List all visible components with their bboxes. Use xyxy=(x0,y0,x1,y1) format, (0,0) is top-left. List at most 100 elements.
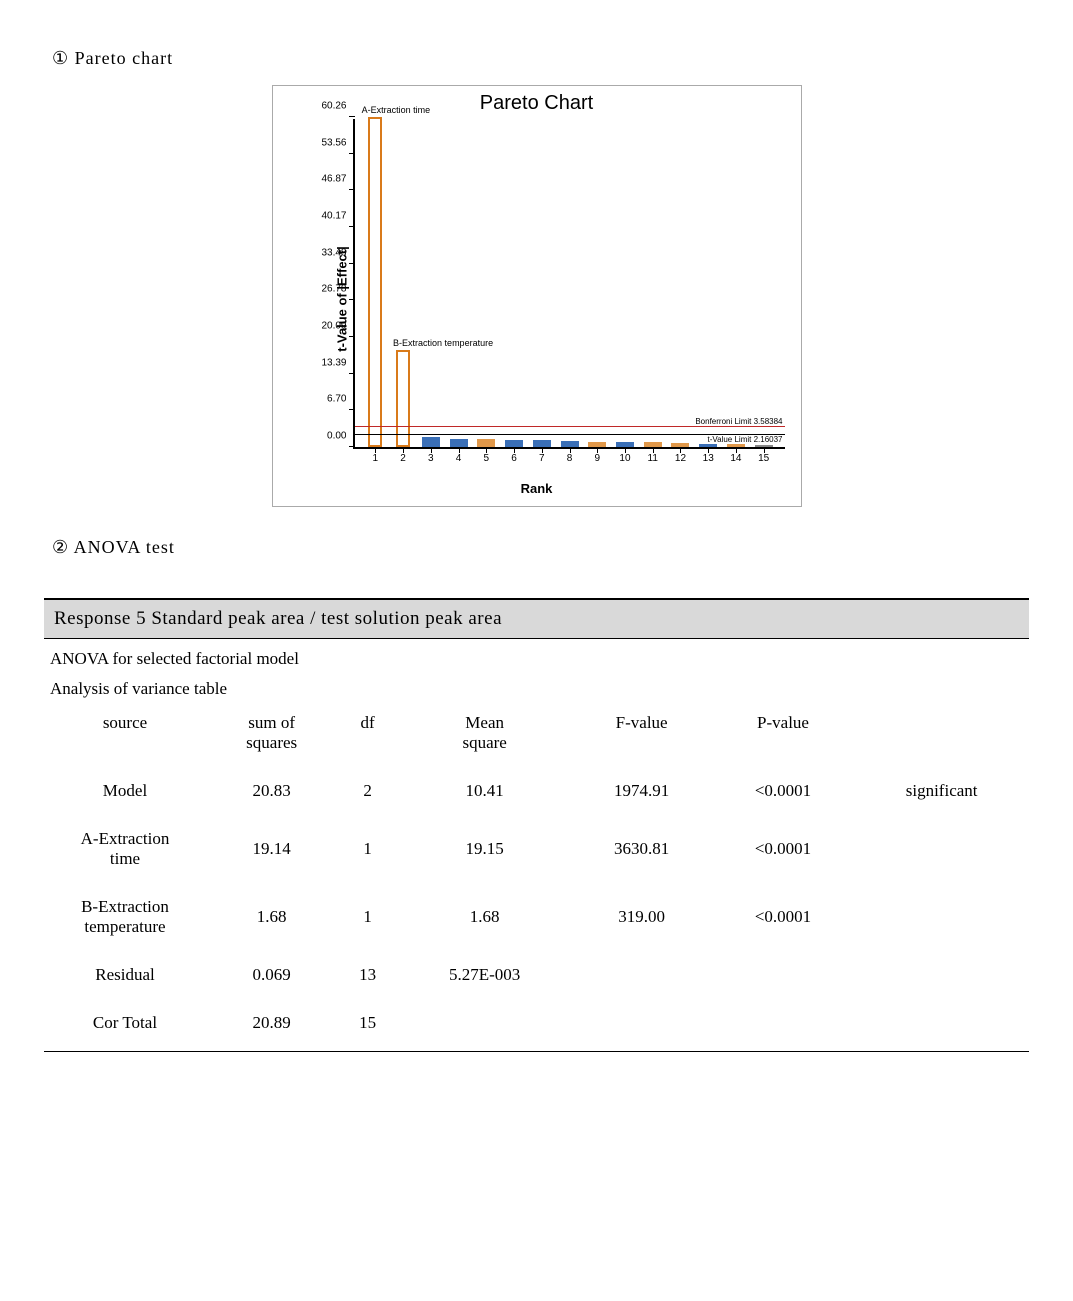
table-cell xyxy=(854,883,1029,951)
table-cell: <0.0001 xyxy=(712,815,855,883)
bar xyxy=(616,442,634,447)
table-cell: 19.14 xyxy=(206,815,337,883)
table-cell xyxy=(854,951,1029,999)
bar xyxy=(477,439,495,447)
table-cell xyxy=(712,999,855,1052)
anova-header-row: sourcesum ofsquaresdfMeansquareF-valueP-… xyxy=(44,705,1029,767)
table-cell: 1.68 xyxy=(398,883,572,951)
x-axis-title: Rank xyxy=(283,481,791,496)
bar xyxy=(533,440,551,447)
table-row: A-Extractiontime19.14119.153630.81<0.000… xyxy=(44,815,1029,883)
table-cell xyxy=(854,999,1029,1052)
x-tick-label: 8 xyxy=(567,447,573,464)
table-row: Model20.83210.411974.91<0.0001significan… xyxy=(44,767,1029,815)
bar xyxy=(450,439,468,447)
table-cell: 1 xyxy=(337,883,397,951)
table-cell: 1 xyxy=(337,815,397,883)
bar xyxy=(561,441,579,447)
x-tick-label: 12 xyxy=(675,447,686,464)
bar xyxy=(727,444,745,447)
plot-area: 0.006.7013.3920.0926.7833.4840.1746.8753… xyxy=(353,119,785,449)
y-tick-label: 13.39 xyxy=(321,357,354,368)
table-cell: 13 xyxy=(337,951,397,999)
table-cell: 0.069 xyxy=(206,951,337,999)
table-cell: <0.0001 xyxy=(712,767,855,815)
table-header: sum ofsquares xyxy=(206,705,337,767)
bar xyxy=(588,442,606,447)
table-row: Residual0.069135.27E-003 xyxy=(44,951,1029,999)
table-cell: 20.89 xyxy=(206,999,337,1052)
y-tick-label: 33.48 xyxy=(321,247,354,258)
bar-label: A-Extraction time xyxy=(362,105,431,115)
chart-title: Pareto Chart xyxy=(283,92,791,115)
y-tick-label: 20.09 xyxy=(321,320,354,331)
bar xyxy=(396,350,410,447)
y-tick xyxy=(349,263,355,264)
bar xyxy=(505,440,523,447)
bar xyxy=(671,443,689,447)
reference-line-label: t-Value Limit 2.16037 xyxy=(707,435,782,444)
table-cell: Model xyxy=(44,767,206,815)
anova-subtitle-1: ANOVA for selected factorial model xyxy=(50,649,1029,669)
table-row: Cor Total20.8915 xyxy=(44,999,1029,1052)
x-tick-label: 15 xyxy=(758,447,769,464)
bar-label: B-Extraction temperature xyxy=(393,338,493,348)
y-tick xyxy=(349,226,355,227)
pareto-chart: Pareto Chart t-Value of |Effect| 0.006.7… xyxy=(272,85,802,507)
y-tick xyxy=(349,299,355,300)
chart-body: t-Value of |Effect| 0.006.7013.3920.0926… xyxy=(353,119,781,479)
table-row: B-Extractiontemperature1.6811.68319.00<0… xyxy=(44,883,1029,951)
anova-subtitle-2: Analysis of variance table xyxy=(50,679,1029,699)
table-header: df xyxy=(337,705,397,767)
x-tick-label: 3 xyxy=(428,447,434,464)
anova-table: sourcesum ofsquaresdfMeansquareF-valueP-… xyxy=(44,705,1029,1052)
table-cell: <0.0001 xyxy=(712,883,855,951)
anova-body: Model20.83210.411974.91<0.0001significan… xyxy=(44,767,1029,1052)
y-tick xyxy=(349,189,355,190)
table-cell xyxy=(854,815,1029,883)
table-cell: significant xyxy=(854,767,1029,815)
bar xyxy=(422,437,440,447)
x-tick-label: 13 xyxy=(703,447,714,464)
bar xyxy=(644,442,662,447)
table-cell: 319.00 xyxy=(572,883,712,951)
x-tick-label: 10 xyxy=(619,447,630,464)
table-header xyxy=(854,705,1029,767)
table-cell xyxy=(572,999,712,1052)
table-cell: 3630.81 xyxy=(572,815,712,883)
reference-line xyxy=(355,426,785,427)
table-cell: 10.41 xyxy=(398,767,572,815)
x-tick-label: 6 xyxy=(511,447,517,464)
bar xyxy=(699,444,717,447)
table-header: Meansquare xyxy=(398,705,572,767)
section-1-heading: ① Pareto chart xyxy=(52,48,1029,69)
x-tick-label: 11 xyxy=(648,447,658,464)
x-tick-label: 2 xyxy=(400,447,406,464)
y-tick-label: 40.17 xyxy=(321,211,354,222)
y-tick xyxy=(349,409,355,410)
table-cell: A-Extractiontime xyxy=(44,815,206,883)
table-cell: B-Extractiontemperature xyxy=(44,883,206,951)
section-2-heading: ② ANOVA test xyxy=(52,537,1029,558)
y-tick xyxy=(349,336,355,337)
y-tick-label: 0.00 xyxy=(327,431,354,442)
table-header: F-value xyxy=(572,705,712,767)
y-tick-label: 53.56 xyxy=(321,137,354,148)
table-cell: 19.15 xyxy=(398,815,572,883)
x-tick-label: 9 xyxy=(594,447,600,464)
x-tick-label: 14 xyxy=(730,447,741,464)
y-tick xyxy=(349,153,355,154)
x-tick-label: 1 xyxy=(373,447,379,464)
table-header: P-value xyxy=(712,705,855,767)
x-tick-label: 7 xyxy=(539,447,545,464)
table-cell: 1.68 xyxy=(206,883,337,951)
y-tick xyxy=(349,373,355,374)
y-tick-label: 46.87 xyxy=(321,174,354,185)
table-cell: 2 xyxy=(337,767,397,815)
y-axis-title: t-Value of |Effect| xyxy=(334,246,349,352)
bar xyxy=(368,117,382,447)
table-cell xyxy=(572,951,712,999)
x-tick-label: 4 xyxy=(456,447,462,464)
y-tick xyxy=(349,446,355,447)
table-cell: 15 xyxy=(337,999,397,1052)
